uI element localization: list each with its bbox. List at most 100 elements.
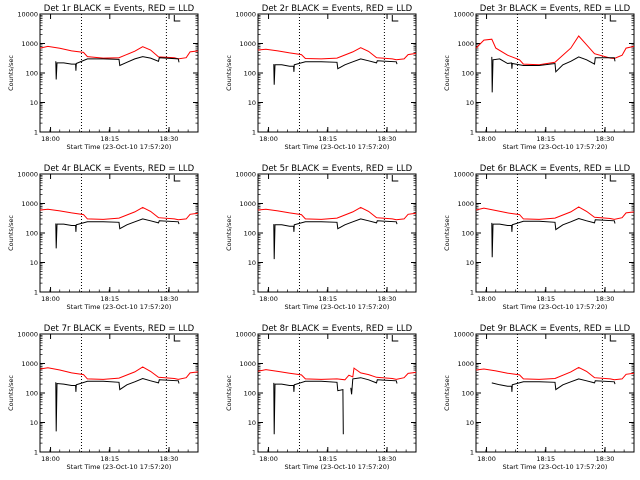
panel-6: Det 6r BLACK = Events, RED = LLD 1 10 100 10…: [443, 164, 635, 311]
panel-3: Det 3r BLACK = Events, RED = LLD 1 10 100 10…: [443, 4, 635, 151]
y-tick-label: 1: [252, 449, 256, 457]
y-tick-label: 10000: [17, 331, 38, 339]
plot-frame: [39, 13, 199, 133]
series-lld-line: [39, 206, 199, 221]
y-tick-label: 100: [26, 390, 38, 398]
y-tick-label: 100: [244, 230, 256, 238]
y-axis-label: Counts/sec: [7, 55, 15, 91]
series-events-line: [491, 56, 616, 93]
y-tick-label: 1: [470, 449, 474, 457]
x-axis-label: Start Time (23-Oct-10 17:57:20): [67, 143, 172, 151]
x-tick-label: 18:15: [318, 295, 337, 303]
y-axis-label: Counts/sec: [225, 375, 233, 411]
series-events-line: [55, 56, 180, 80]
x-tick-label: 18:15: [318, 135, 337, 143]
y-tick-label: 10: [30, 259, 38, 267]
series-lld-line: [475, 366, 635, 381]
x-axis-label: Start Time (23-Oct-10 17:57:20): [285, 143, 390, 151]
y-axis-label: Counts/sec: [7, 215, 15, 251]
y-tick-label: 100: [26, 70, 38, 78]
x-tick-label: 18:30: [378, 455, 397, 463]
y-tick-label: 1: [470, 289, 474, 297]
interval-mark: [391, 335, 399, 342]
y-tick-label: 10: [248, 259, 256, 267]
x-tick-label: 18:30: [160, 295, 179, 303]
panel-title: Det 4r BLACK = Events, RED = LLD: [44, 164, 195, 174]
y-tick-label: 100: [244, 70, 256, 78]
y-tick-label: 1000: [239, 200, 256, 208]
x-tick-label: 18:15: [536, 295, 555, 303]
series-events-line: [491, 378, 616, 392]
x-tick-label: 18:00: [41, 295, 60, 303]
y-tick-label: 10: [248, 99, 256, 107]
x-axis-label: Start Time (23-Oct-10 17:57:20): [285, 463, 390, 471]
y-tick-label: 1000: [239, 360, 256, 368]
x-axis-label: Start Time (23-Oct-10 17:57:20): [67, 303, 172, 311]
interval-mark: [173, 15, 181, 22]
series-lld-line: [257, 206, 417, 221]
x-tick-label: 18:00: [259, 135, 278, 143]
y-tick-label: 1000: [21, 360, 38, 368]
interval-mark: [609, 15, 617, 22]
series-lld-line: [475, 35, 635, 66]
y-axis-label: Counts/sec: [443, 375, 451, 411]
y-tick-label: 10000: [17, 11, 38, 19]
panel-9: Det 9r BLACK = Events, RED = LLD 1 10 100 10…: [443, 324, 635, 471]
panel-title: Det 7r BLACK = Events, RED = LLD: [44, 324, 195, 334]
y-tick-label: 10000: [453, 11, 474, 19]
x-tick-label: 18:30: [160, 455, 179, 463]
panel-title: Det 5r BLACK = Events, RED = LLD: [262, 164, 413, 174]
y-axis-label: Counts/sec: [443, 55, 451, 91]
interval-mark: [609, 175, 617, 182]
y-tick-label: 100: [462, 230, 474, 238]
y-tick-label: 10000: [235, 11, 256, 19]
y-axis-label: Counts/sec: [7, 375, 15, 411]
x-tick-label: 18:15: [100, 295, 119, 303]
series-events-line: [491, 217, 616, 258]
panel-title: Det 2r BLACK = Events, RED = LLD: [262, 4, 413, 14]
series-lld-line: [39, 45, 199, 60]
plot-frame: [475, 173, 635, 293]
x-tick-label: 18:00: [477, 295, 496, 303]
x-axis-label: Start Time (23-Oct-10 17:57:20): [503, 303, 608, 311]
interval-mark: [391, 15, 399, 22]
plot-frame: [39, 173, 199, 293]
y-tick-label: 1: [470, 129, 474, 137]
x-tick-label: 18:30: [596, 455, 615, 463]
x-tick-label: 18:30: [378, 135, 397, 143]
panel-4: Det 4r BLACK = Events, RED = LLD 1 10 100 10…: [7, 164, 199, 311]
y-tick-label: 1000: [457, 200, 474, 208]
plot-frame: [39, 333, 199, 453]
y-tick-label: 100: [462, 390, 474, 398]
x-tick-label: 18:15: [536, 455, 555, 463]
series-events-line: [55, 377, 180, 432]
x-tick-label: 18:00: [477, 135, 496, 143]
y-axis-label: Counts/sec: [443, 215, 451, 251]
plot-frame: [257, 173, 417, 293]
y-tick-label: 10000: [235, 171, 256, 179]
plot-frame: [257, 333, 417, 453]
y-tick-label: 1000: [21, 200, 38, 208]
panel-title: Det 9r BLACK = Events, RED = LLD: [480, 324, 631, 334]
y-tick-label: 1: [34, 449, 38, 457]
panel-8: Det 8r BLACK = Events, RED = LLD 1 10 100 10…: [225, 324, 417, 471]
y-tick-label: 100: [244, 390, 256, 398]
y-tick-label: 1000: [457, 40, 474, 48]
y-tick-label: 1: [252, 289, 256, 297]
y-tick-label: 10: [30, 99, 38, 107]
panel-title: Det 3r BLACK = Events, RED = LLD: [480, 4, 631, 14]
y-tick-label: 100: [462, 70, 474, 78]
y-tick-label: 1: [34, 129, 38, 137]
series-events-line: [273, 58, 398, 85]
x-tick-label: 18:30: [378, 295, 397, 303]
y-axis-label: Counts/sec: [225, 215, 233, 251]
series-lld-line: [475, 206, 635, 220]
x-axis-label: Start Time (23-Oct-10 17:57:20): [503, 463, 608, 471]
x-tick-label: 18:00: [259, 295, 278, 303]
plot-frame: [257, 13, 417, 133]
series-events-line: [273, 218, 398, 260]
y-tick-label: 10000: [453, 331, 474, 339]
plot-frame: [475, 13, 635, 133]
y-tick-label: 1: [34, 289, 38, 297]
